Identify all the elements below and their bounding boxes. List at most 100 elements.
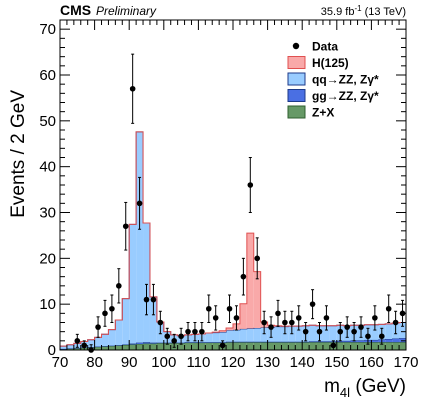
hist-bin-zx	[66, 348, 74, 350]
hist-bin-qqzz	[60, 346, 67, 349]
hist-bin-qqzz	[136, 131, 144, 343]
hist-bin-zx	[253, 342, 261, 350]
hist-bin-qqzz	[295, 326, 303, 342]
data-point	[261, 310, 267, 335]
hist-bin-zx	[378, 342, 386, 350]
data-point	[247, 157, 254, 213]
hist-bin-zx	[399, 342, 406, 350]
y-tick-label: 0	[48, 342, 56, 359]
hist-bin-ggzz	[343, 340, 351, 343]
data-point	[344, 316, 350, 338]
legend-entry-data: Data	[292, 40, 338, 54]
hist-bin-zx	[357, 342, 365, 350]
data-point	[392, 310, 399, 335]
hist-bin-zx	[260, 342, 268, 350]
data-point	[316, 322, 323, 342]
hist-bin-zx	[212, 342, 220, 350]
hist-bin-zx	[392, 342, 400, 350]
data-point	[378, 327, 385, 345]
hist-bin-higgs	[253, 271, 261, 328]
hist-bin-zx	[371, 342, 379, 350]
data-point	[372, 305, 378, 331]
legend-entry-ggzz: gg→ZZ, Zγ*	[287, 89, 379, 103]
data-point	[365, 327, 371, 345]
hist-bin-zx	[274, 342, 282, 350]
hist-bin-ggzz	[357, 340, 365, 343]
data-point	[171, 333, 177, 348]
legend-entry-higgs: H(125)	[287, 56, 349, 70]
data-point	[254, 237, 261, 280]
data-point	[143, 283, 150, 316]
legend-label: H(125)	[312, 56, 349, 70]
stacked-histogram	[60, 131, 406, 350]
hist-bin-qqzz	[108, 329, 116, 346]
legend-swatch	[287, 72, 306, 86]
data-point	[275, 299, 281, 327]
hist-bin-zx	[295, 342, 303, 350]
hist-bin-ggzz	[392, 338, 400, 343]
hist-bin-zx	[309, 342, 317, 350]
data-point	[385, 294, 392, 323]
hist-bin-zx	[143, 343, 150, 350]
y-tick-label: 70	[39, 21, 56, 38]
data-points	[74, 53, 406, 353]
hist-bin-zx	[101, 346, 109, 350]
x-tick-label: 80	[86, 354, 103, 371]
data-point	[309, 289, 316, 320]
hist-bin-zx	[177, 343, 185, 350]
hist-bin-qqzz	[385, 323, 393, 339]
hist-bin-qqzz	[309, 325, 317, 342]
y-tick-label: 10	[39, 296, 56, 313]
data-point	[212, 305, 219, 331]
hist-bin-zx	[316, 342, 323, 350]
hist-bin-qqzz	[260, 327, 268, 342]
hist-bin-qqzz	[274, 326, 282, 342]
hist-bin-zx	[267, 342, 275, 350]
y-tick-label: 40	[39, 159, 56, 176]
data-point	[157, 310, 164, 335]
hist-bin-qqzz	[115, 319, 123, 346]
legend: Data H(125) qq→ZZ, Zγ* gg→ZZ, Zγ* Z+X	[287, 40, 379, 120]
legend-swatch	[287, 56, 306, 69]
legend-marker	[292, 42, 300, 50]
data-point	[178, 327, 184, 345]
data-point	[199, 322, 205, 342]
hist-bin-zx	[336, 342, 344, 350]
y-tick-label: 60	[39, 67, 56, 84]
x-tick-label: 170	[393, 354, 418, 371]
legend-swatch	[287, 105, 306, 119]
hist-bin-zx	[108, 345, 116, 350]
legend-entry-qqzz: qq→ZZ, Zγ*	[287, 72, 379, 87]
hist-bin-zx	[350, 342, 358, 350]
x-tick-label: 110	[186, 354, 210, 371]
hist-bin-zx	[122, 344, 130, 350]
status-label: Preliminary	[96, 4, 157, 18]
hist-bin-ggzz	[143, 342, 150, 344]
x-tick-label: 160	[359, 354, 384, 371]
data-point	[102, 299, 108, 327]
data-point	[122, 201, 129, 251]
x-tick-label: 140	[290, 354, 315, 371]
x-tick-label: 120	[220, 354, 245, 371]
hist-bin-qqzz	[371, 324, 379, 340]
hist-bin-zx	[246, 342, 254, 350]
data-point	[116, 268, 122, 304]
data-point	[164, 327, 171, 345]
data-point	[240, 257, 247, 296]
hist-bin-qqzz	[399, 322, 406, 339]
data-point	[337, 322, 344, 342]
hist-bin-qqzz	[149, 296, 157, 343]
data-point	[289, 310, 295, 335]
legend-swatch	[287, 89, 306, 102]
hist-bin-higgs	[246, 233, 254, 329]
hist-bin-zx	[129, 344, 137, 350]
hist-bin-qqzz	[329, 325, 337, 342]
hist-bin-ggzz	[336, 340, 344, 343]
hist-bin-qqzz	[101, 334, 109, 347]
hist-bin-ggzz	[399, 338, 406, 343]
hist-bin-zx	[198, 342, 206, 350]
legend-entry-zx: Z+X	[287, 105, 334, 120]
hist-bin-zx	[281, 342, 289, 350]
hist-bin-qqzz	[87, 339, 95, 348]
y-tick-label: 30	[39, 205, 56, 222]
